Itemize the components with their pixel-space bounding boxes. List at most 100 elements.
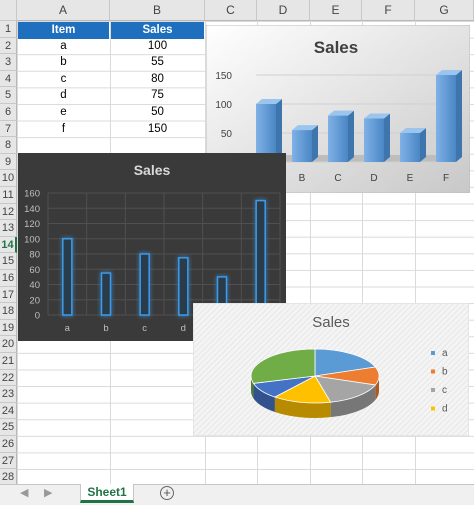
bar-f[interactable] <box>255 199 266 316</box>
row-header-25[interactable]: 25 <box>0 419 17 436</box>
table-cell-sales[interactable]: 150 <box>147 122 168 135</box>
x-tick-label: C <box>334 173 341 184</box>
table-cell-sales[interactable]: 100 <box>147 39 168 52</box>
slice-side-e <box>253 383 275 413</box>
bar-B[interactable] <box>292 125 318 162</box>
table-header-item[interactable]: Item <box>18 22 109 39</box>
slice-f[interactable] <box>250 348 316 384</box>
row-header-6[interactable]: 6 <box>0 104 17 121</box>
row-header-20[interactable]: 20 <box>0 336 17 353</box>
row-header-22[interactable]: 22 <box>0 369 17 387</box>
slice-side-c <box>330 384 376 418</box>
legend-label[interactable]: a <box>442 348 448 359</box>
row-header-19[interactable]: 19 <box>0 319 17 337</box>
row-header-23[interactable]: 23 <box>0 386 17 403</box>
column-header-e[interactable]: E <box>310 0 362 21</box>
sheet-tab-sheet1[interactable]: Sheet1 <box>80 484 134 503</box>
table-cell-item[interactable]: e <box>60 106 67 118</box>
table-cell-item[interactable]: d <box>60 89 67 102</box>
bar-C[interactable] <box>328 110 354 162</box>
bar-D[interactable] <box>364 113 390 163</box>
table-header-sales[interactable]: Sales <box>111 22 204 39</box>
table-cell-sales[interactable]: 80 <box>151 72 164 85</box>
next-sheet-icon[interactable]: ▶ <box>44 487 53 499</box>
row-header-17[interactable]: 17 <box>0 286 17 304</box>
row-header-1[interactable]: 1 <box>0 21 17 38</box>
bar-side <box>312 125 318 162</box>
table-cell-item[interactable]: c <box>60 72 67 85</box>
bar-top <box>364 113 390 119</box>
grid-line <box>415 21 416 484</box>
bar-b[interactable] <box>100 272 112 316</box>
y-tick-label: 80 <box>29 250 40 261</box>
row-header-14[interactable]: 14 <box>0 236 17 254</box>
chart-3d-column[interactable]: Sales 050100150ABCDEF <box>206 25 470 193</box>
table-cell-item[interactable]: a <box>60 39 67 52</box>
legend-label[interactable]: d <box>442 404 448 415</box>
bar-front <box>400 133 420 162</box>
x-tick-label: d <box>181 323 186 334</box>
row-header-2[interactable]: 2 <box>0 37 17 55</box>
row-header-15[interactable]: 15 <box>0 253 17 270</box>
column-header-b[interactable]: B <box>110 0 205 21</box>
legend-label[interactable]: c <box>442 385 447 396</box>
row-header-4[interactable]: 4 <box>0 70 17 88</box>
bar-front <box>292 130 312 162</box>
column-header-c[interactable]: C <box>205 0 257 21</box>
legend-swatch <box>431 388 435 392</box>
chart-title: Sales <box>314 38 358 57</box>
chart-title: Sales <box>312 314 350 331</box>
y-tick-label: 140 <box>24 204 40 215</box>
bar-a[interactable] <box>62 238 73 316</box>
bar-d[interactable] <box>178 257 189 316</box>
bar-F[interactable] <box>436 70 462 162</box>
bar-side <box>276 99 282 162</box>
y-tick-label: 100 <box>215 100 232 111</box>
row-header-11[interactable]: 11 <box>0 187 17 204</box>
row-header-16[interactable]: 16 <box>0 270 17 287</box>
row-header-7[interactable]: 7 <box>0 120 17 138</box>
column-header-g[interactable]: G <box>415 0 474 21</box>
table-cell-sales[interactable]: 75 <box>151 89 164 102</box>
table-cell-item[interactable]: b <box>60 56 67 69</box>
row-header-27[interactable]: 27 <box>0 452 17 470</box>
bar-c[interactable] <box>139 253 150 316</box>
column-header-a[interactable]: A <box>17 0 110 21</box>
row-header-10[interactable]: 10 <box>0 170 17 187</box>
add-sheet-button[interactable]: + <box>160 486 174 500</box>
row-header-21[interactable]: 21 <box>0 353 17 370</box>
row-header-9[interactable]: 9 <box>0 153 17 171</box>
y-tick-label: 120 <box>24 219 40 230</box>
table-cell-sales[interactable]: 55 <box>151 56 164 69</box>
row-header-18[interactable]: 18 <box>0 303 17 320</box>
legend-label[interactable]: b <box>442 367 448 378</box>
y-tick-label: 160 <box>24 189 40 200</box>
bar-side <box>348 110 354 162</box>
table-cell-item[interactable]: f <box>61 122 66 135</box>
row-header-8[interactable]: 8 <box>0 137 17 154</box>
prev-sheet-icon[interactable]: ◀ <box>20 487 29 499</box>
table-cell-sales[interactable]: 50 <box>151 106 164 118</box>
row-header-5[interactable]: 5 <box>0 87 17 104</box>
column-header-d[interactable]: D <box>257 0 310 21</box>
x-tick-label: a <box>65 323 71 334</box>
legend-swatch <box>431 406 435 411</box>
bar-A[interactable] <box>256 99 282 162</box>
row-header-12[interactable]: 12 <box>0 203 17 221</box>
x-tick-label: F <box>443 173 449 184</box>
slice-d[interactable] <box>273 375 332 404</box>
column-header-f[interactable]: F <box>362 0 415 21</box>
row-header-13[interactable]: 13 <box>0 220 17 237</box>
select-all-corner[interactable] <box>0 0 17 21</box>
bar-top <box>256 99 282 104</box>
row-header-3[interactable]: 3 <box>0 54 17 71</box>
row-header-26[interactable]: 26 <box>0 436 17 453</box>
y-tick-label: 40 <box>29 280 40 291</box>
bar-front <box>328 115 348 162</box>
bar-side <box>420 128 426 162</box>
row-header-24[interactable]: 24 <box>0 402 17 420</box>
slice-c[interactable] <box>314 375 377 403</box>
bar-E[interactable] <box>400 128 426 162</box>
row-header-28[interactable]: 28 <box>0 469 17 486</box>
